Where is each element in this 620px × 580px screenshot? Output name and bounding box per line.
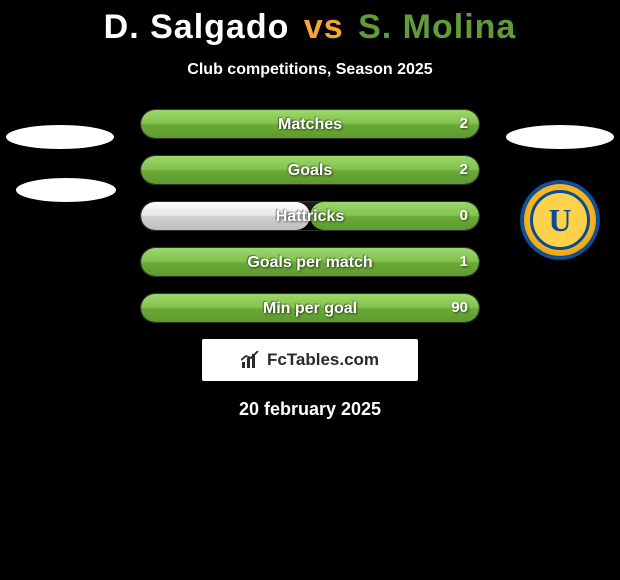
- bar-right-fill: [141, 110, 479, 138]
- stat-bar: Goals: [140, 155, 480, 185]
- stat-bar: Hattricks: [140, 201, 480, 231]
- stat-value-right: 2: [460, 109, 468, 139]
- stat-row: Goals2: [0, 155, 620, 185]
- watermark: FcTables.com: [202, 339, 418, 381]
- stat-row: Min per goal90: [0, 293, 620, 323]
- stat-row: Matches2: [0, 109, 620, 139]
- stat-bar: Matches: [140, 109, 480, 139]
- chart-icon: [241, 351, 261, 369]
- bar-right-fill: [310, 202, 479, 230]
- subtitle: Club competitions, Season 2025: [0, 61, 620, 79]
- bar-left-fill: [141, 202, 310, 230]
- stat-value-right: 0: [460, 201, 468, 231]
- stat-value-right: 2: [460, 155, 468, 185]
- stat-bar: Goals per match: [140, 247, 480, 277]
- stat-value-right: 1: [460, 247, 468, 277]
- vs-text: vs: [304, 8, 344, 46]
- page-title: D. Salgado vs S. Molina: [0, 0, 620, 47]
- player2-name: S. Molina: [358, 8, 516, 46]
- bar-right-fill: [141, 294, 479, 322]
- stat-row: Hattricks0: [0, 201, 620, 231]
- stat-row: Goals per match1: [0, 247, 620, 277]
- bar-right-fill: [141, 248, 479, 276]
- watermark-text: FcTables.com: [267, 350, 379, 370]
- date-text: 20 february 2025: [0, 399, 620, 420]
- stat-value-right: 90: [451, 293, 468, 323]
- player1-name: D. Salgado: [104, 8, 290, 46]
- stat-bar: Min per goal: [140, 293, 480, 323]
- bar-right-fill: [141, 156, 479, 184]
